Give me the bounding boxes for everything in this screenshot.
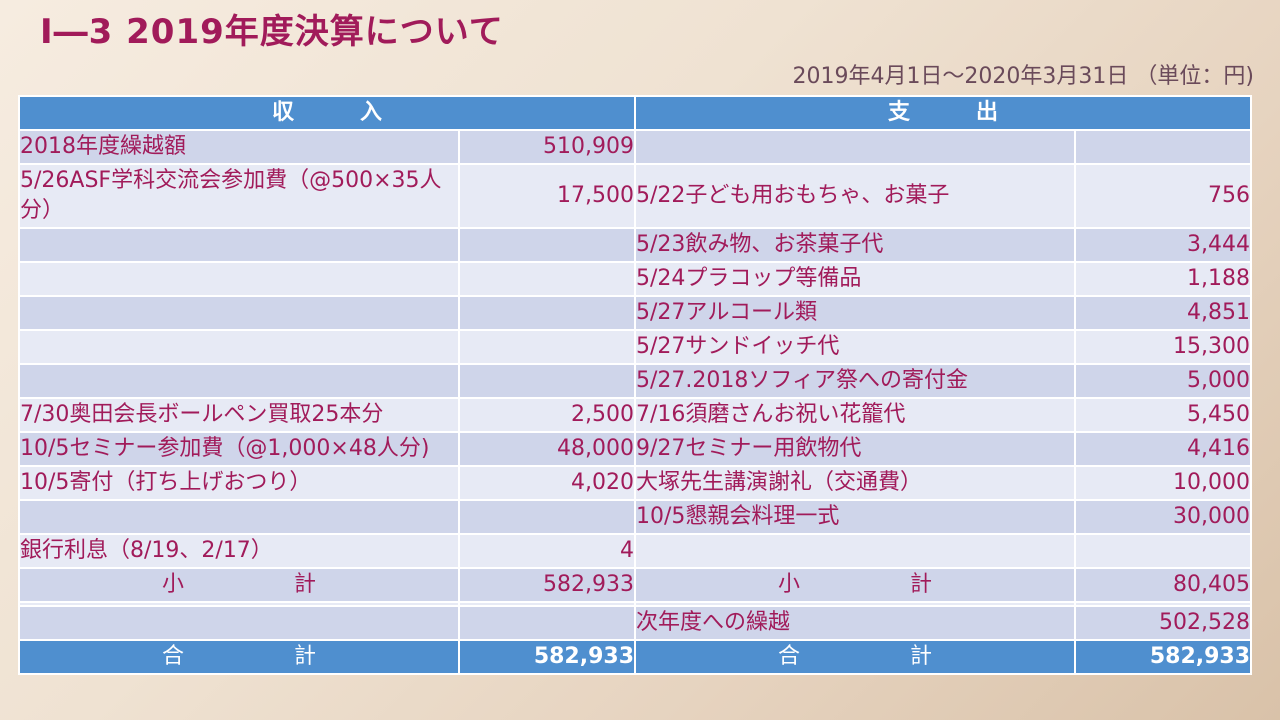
label-cell (18, 295, 460, 331)
amount-cell (1074, 533, 1253, 569)
amount-cell: 10,000 (1074, 465, 1253, 501)
amount-cell (457, 295, 637, 331)
amount-cell (457, 227, 637, 263)
table-row: 5/27サンドイッチ代 15,300 (18, 329, 1253, 365)
label-cell (634, 533, 1077, 569)
table-row: 2018年度繰越額 510,909 (18, 129, 1253, 165)
amount-cell: 4,851 (1074, 295, 1253, 331)
amount-cell: 582,933 (457, 639, 637, 675)
table-row: 10/5セミナー参加費（@1,000×48人分) 48,000 9/27セミナー用飲… (18, 431, 1253, 467)
amount-cell: 4 (457, 533, 637, 569)
amount-cell: 3,444 (1074, 227, 1253, 263)
label-cell (634, 601, 1077, 607)
amount-cell (1074, 129, 1253, 165)
amount-cell (457, 499, 637, 535)
label-cell: 7/30奥田会長ボールペン買取25本分 (18, 397, 460, 433)
amount-cell: 1,188 (1074, 261, 1253, 297)
title: Ⅰ―3 2019年度決算について (40, 12, 504, 52)
amount-cell: 48,000 (457, 431, 637, 467)
label-cell: 5/22子ども用おもちゃ、お菓子 (634, 163, 1077, 229)
label-cell: 銀行利息（8/19、2/17） (18, 533, 460, 569)
label-cell: 5/27サンドイッチ代 (634, 329, 1077, 365)
table-row: 5/27アルコール類 4,851 (18, 295, 1253, 331)
table-row: 銀行利息（8/19、2/17） 4 (18, 533, 1253, 569)
table-row: 5/26ASF学科交流会参加費（@500×35人分） 17,500 5/22子ども用… (18, 163, 1253, 229)
amount-cell: 510,909 (457, 129, 637, 165)
amount-cell: 30,000 (1074, 499, 1253, 535)
label-cell (18, 227, 460, 263)
label-cell (18, 363, 460, 399)
label-cell: 5/23飲み物、お茶菓子代 (634, 227, 1077, 263)
table-row (18, 601, 1253, 607)
amount-cell: 2,500 (457, 397, 637, 433)
label-cell: 9/27セミナー用飲物代 (634, 431, 1077, 467)
label-cell: 小 計 (634, 567, 1077, 603)
label-cell (18, 261, 460, 297)
table-row: 5/27.2018ソフィア祭への寄付金 5,000 (18, 363, 1253, 399)
table-row: 5/23飲み物、お茶菓子代 3,444 (18, 227, 1253, 263)
label-cell: 7/16須磨さんお祝い花籠代 (634, 397, 1077, 433)
table-row: 7/30奥田会長ボールペン買取25本分 2,500 7/16須磨さんお祝い花籠代 5,… (18, 397, 1253, 433)
label-cell (634, 129, 1077, 165)
label-cell: 2018年度繰越額 (18, 129, 460, 165)
table-row: 次年度への繰越 502,528 (18, 605, 1253, 641)
header-row: 収 入 支 出 (17, 95, 1253, 131)
label-cell: 5/27アルコール類 (634, 295, 1077, 331)
amount-cell (1074, 601, 1253, 607)
amount-cell: 502,528 (1074, 605, 1253, 641)
label-cell (18, 605, 460, 641)
column-header: 支 出 (634, 95, 1253, 131)
label-cell: 10/5寄付（打ち上げおつり） (18, 465, 460, 501)
amount-cell: 17,500 (457, 163, 637, 229)
label-cell: 次年度への繰越 (634, 605, 1077, 641)
amount-cell (457, 261, 637, 297)
table-row: 10/5懇親会料理一式 30,000 (18, 499, 1253, 535)
amount-cell: 4,416 (1074, 431, 1253, 467)
table-row: 合 計 582,933 合 計 582,933 (18, 639, 1253, 675)
amount-cell: 4,020 (457, 465, 637, 501)
amount-cell: 582,933 (1074, 639, 1253, 675)
label-cell: 5/27.2018ソフィア祭への寄付金 (634, 363, 1077, 399)
period: 2019年4月1日～2020年3月31日 （単位：円) (792, 64, 1254, 89)
amount-cell (457, 363, 637, 399)
amount-cell (457, 605, 637, 641)
label-cell: 5/26ASF学科交流会参加費（@500×35人分） (18, 163, 460, 229)
label-cell (18, 499, 460, 535)
amount-cell (457, 329, 637, 365)
table-row: 5/24プラコップ等備品 1,188 (18, 261, 1253, 297)
amount-cell: 15,300 (1074, 329, 1253, 365)
label-cell: 10/5懇親会料理一式 (634, 499, 1077, 535)
amount-cell: 582,933 (457, 567, 637, 603)
amount-cell: 756 (1074, 163, 1253, 229)
label-cell: 大塚先生講演謝礼（交通費） (634, 465, 1077, 501)
table-row: 小 計 582,933 小 計 80,405 (18, 567, 1253, 603)
label-cell (18, 601, 460, 607)
label-cell: 10/5セミナー参加費（@1,000×48人分) (18, 431, 460, 467)
label-cell: 小 計 (18, 567, 460, 603)
amount-cell (457, 601, 637, 607)
label-cell: 合 計 (18, 639, 460, 675)
budget-table: 収 入 支 出 2018年度繰越額 510,909 5/26ASF学科交流会参加費（… (17, 95, 1253, 675)
amount-cell: 80,405 (1074, 567, 1253, 603)
amount-cell: 5,450 (1074, 397, 1253, 433)
label-cell: 合 計 (634, 639, 1077, 675)
table-body: 2018年度繰越額 510,909 5/26ASF学科交流会参加費（@500×35人… (18, 129, 1253, 675)
label-cell: 5/24プラコップ等備品 (634, 261, 1077, 297)
column-header: 収 入 (17, 95, 637, 131)
table-row: 10/5寄付（打ち上げおつり） 4,020 大塚先生講演謝礼（交通費） 10,000 (18, 465, 1253, 501)
amount-cell: 5,000 (1074, 363, 1253, 399)
label-cell (18, 329, 460, 365)
